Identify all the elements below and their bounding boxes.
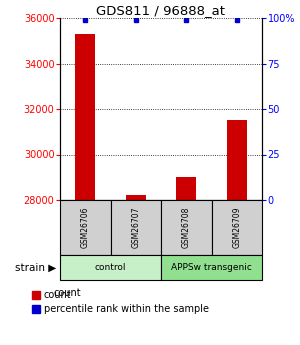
Text: GSM26706: GSM26706 (81, 207, 90, 248)
Bar (60, 200, 110, 255)
Text: GSM26709: GSM26709 (232, 207, 241, 248)
Bar (110, 200, 161, 255)
Text: percentile rank within the sample: percentile rank within the sample (44, 304, 209, 314)
Text: count: count (44, 290, 72, 300)
Text: APPSw transgenic: APPSw transgenic (171, 263, 252, 272)
Bar (161, 255, 262, 280)
Bar (32, 305, 40, 313)
Text: GSM26708: GSM26708 (182, 207, 191, 248)
Text: GSM26707: GSM26707 (131, 207, 140, 248)
Text: GDS811 / 96888_at: GDS811 / 96888_at (97, 4, 226, 17)
Bar (176, 177, 196, 200)
Text: count: count (54, 288, 82, 298)
Bar (161, 200, 212, 255)
Bar (60, 255, 161, 280)
Text: control: control (95, 263, 126, 272)
Bar (126, 196, 146, 200)
Bar (212, 200, 262, 255)
Text: strain ▶: strain ▶ (15, 263, 56, 273)
Bar (32, 291, 40, 299)
Bar (75, 34, 95, 200)
Bar (227, 120, 247, 200)
